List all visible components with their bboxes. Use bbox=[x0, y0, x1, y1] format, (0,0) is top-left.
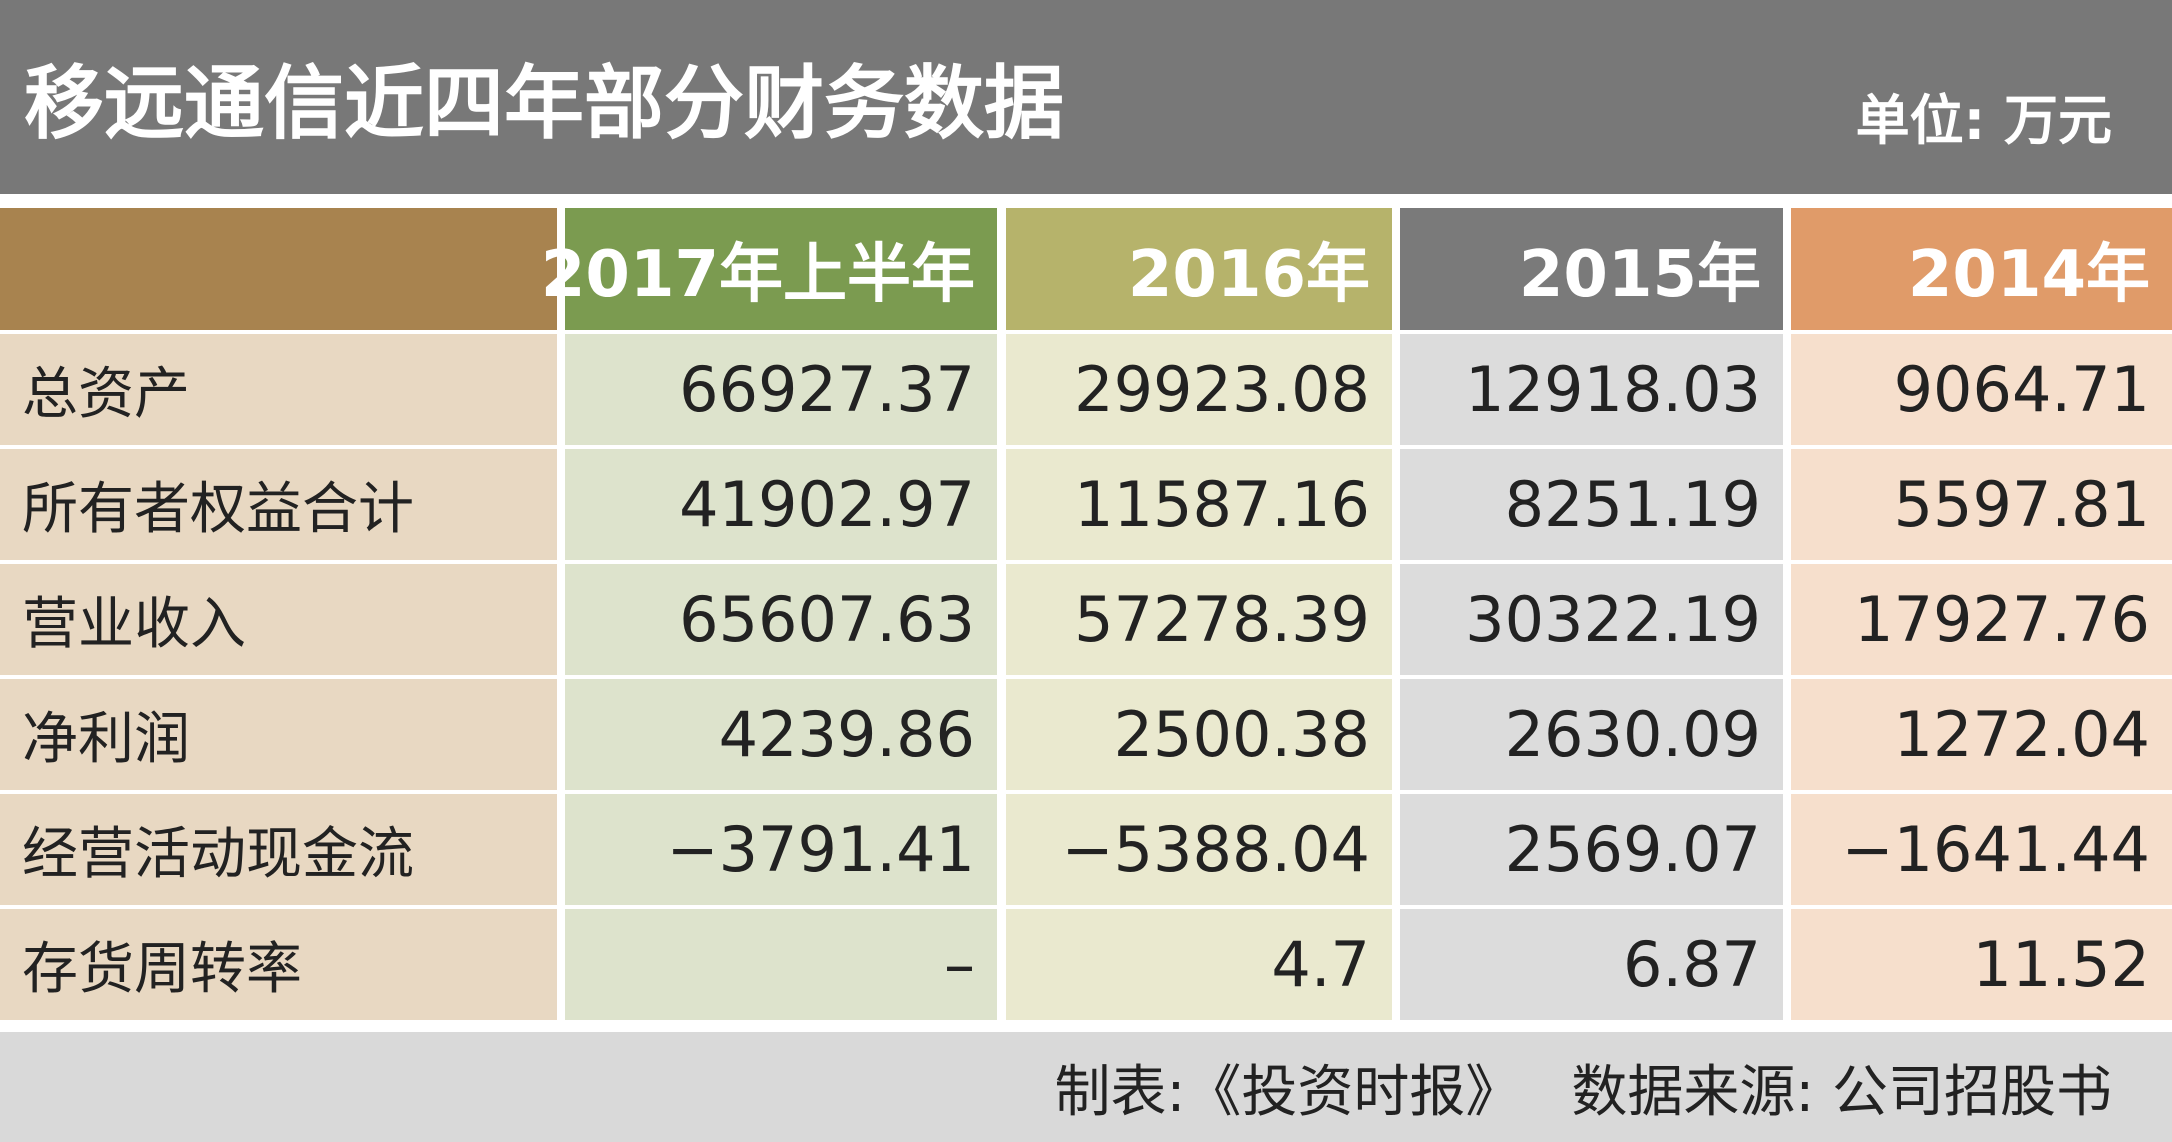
row-label: 存货周转率 bbox=[0, 909, 557, 1020]
column-header: 2015年 bbox=[1400, 208, 1783, 330]
value-cell: −3791.41 bbox=[565, 794, 997, 905]
value-cell: 30322.19 bbox=[1400, 564, 1783, 675]
value-cell: 1272.04 bbox=[1791, 679, 2172, 790]
value-cell: 66927.37 bbox=[565, 334, 997, 445]
value-cell: 12918.03 bbox=[1400, 334, 1783, 445]
value-cell: 57278.39 bbox=[1006, 564, 1392, 675]
value-cell: −5388.04 bbox=[1006, 794, 1392, 905]
value-cell: 2500.38 bbox=[1006, 679, 1392, 790]
value-cell: 29923.08 bbox=[1006, 334, 1392, 445]
value-cell: 17927.76 bbox=[1791, 564, 2172, 675]
source: 数据来源: 公司招股书 bbox=[1571, 1059, 2112, 1125]
header-cell bbox=[0, 208, 557, 330]
value-cell: 41902.97 bbox=[565, 449, 997, 560]
value-cell: – bbox=[565, 909, 997, 1020]
unit: 单位: 万元 bbox=[1855, 88, 2112, 152]
column-header: 2016年 bbox=[1006, 208, 1392, 330]
value-cell: 4.7 bbox=[1006, 909, 1392, 1020]
value-cell: 8251.19 bbox=[1400, 449, 1783, 560]
row-label: 营业收入 bbox=[0, 564, 557, 675]
value-cell: 2569.07 bbox=[1400, 794, 1783, 905]
value-cell: 11.52 bbox=[1791, 909, 2172, 1020]
row-label: 净利润 bbox=[0, 679, 557, 790]
footer: 制表:《投资时报》 数据来源: 公司招股书 bbox=[0, 1032, 2172, 1142]
value-cell: −1641.44 bbox=[1791, 794, 2172, 905]
value-cell: 5597.81 bbox=[1791, 449, 2172, 560]
value-cell: 4239.86 bbox=[565, 679, 997, 790]
row-label: 经营活动现金流 bbox=[0, 794, 557, 905]
header-band bbox=[0, 0, 2172, 194]
row-label: 总资产 bbox=[0, 334, 557, 445]
value-cell: 11587.16 bbox=[1006, 449, 1392, 560]
column-header: 2014年 bbox=[1791, 208, 2172, 330]
row-label: 所有者权益合计 bbox=[0, 449, 557, 560]
credit: 制表:《投资时报》 bbox=[1054, 1059, 1522, 1125]
column-header: 2017年上半年 bbox=[541, 208, 997, 330]
value-cell: 2630.09 bbox=[1400, 679, 1783, 790]
value-cell: 65607.63 bbox=[565, 564, 997, 675]
value-cell: 9064.71 bbox=[1791, 334, 2172, 445]
value-cell: 6.87 bbox=[1400, 909, 1783, 1020]
title: 移远通信近四年部分财务数据 bbox=[24, 57, 1064, 150]
